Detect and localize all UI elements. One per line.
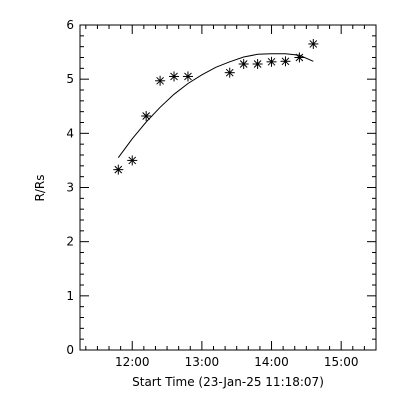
fit-curve: [117, 53, 314, 158]
x-tick-label: 14:00: [254, 355, 289, 369]
x-axis-label: Start Time (23-Jan-25 11:18:07): [132, 375, 324, 389]
data-point: [127, 155, 138, 166]
y-tick-label: 4: [66, 126, 74, 140]
y-tick-label: 3: [66, 181, 74, 195]
data-point: [113, 164, 124, 175]
data-point: [266, 56, 277, 67]
data-point: [169, 71, 180, 82]
data-point: [280, 56, 291, 67]
y-tick-label: 5: [66, 72, 74, 86]
x-axis-ticks: 12:00 13:00 14:00 15:00: [85, 25, 377, 369]
y-tick-label: 2: [66, 235, 74, 249]
y-tick-label: 6: [66, 18, 74, 32]
data-point: [224, 67, 235, 78]
data-point: [252, 59, 263, 69]
y-tick-label: 1: [66, 289, 74, 303]
data-point: [155, 75, 166, 86]
data-point: [238, 59, 249, 69]
x-tick-label: 12:00: [115, 355, 150, 369]
data-point: [141, 111, 152, 121]
x-tick-label: 13:00: [185, 355, 220, 369]
data-point: [182, 71, 193, 82]
y-axis-label: R/Rs: [33, 175, 47, 202]
y-axis-ticks: 0 1 2 3 4 5 6: [66, 18, 376, 357]
data-point: [308, 38, 319, 49]
data-points: [113, 38, 319, 175]
data-point: [294, 52, 305, 63]
x-tick-label: 15:00: [324, 355, 359, 369]
y-tick-label: 0: [66, 343, 74, 357]
